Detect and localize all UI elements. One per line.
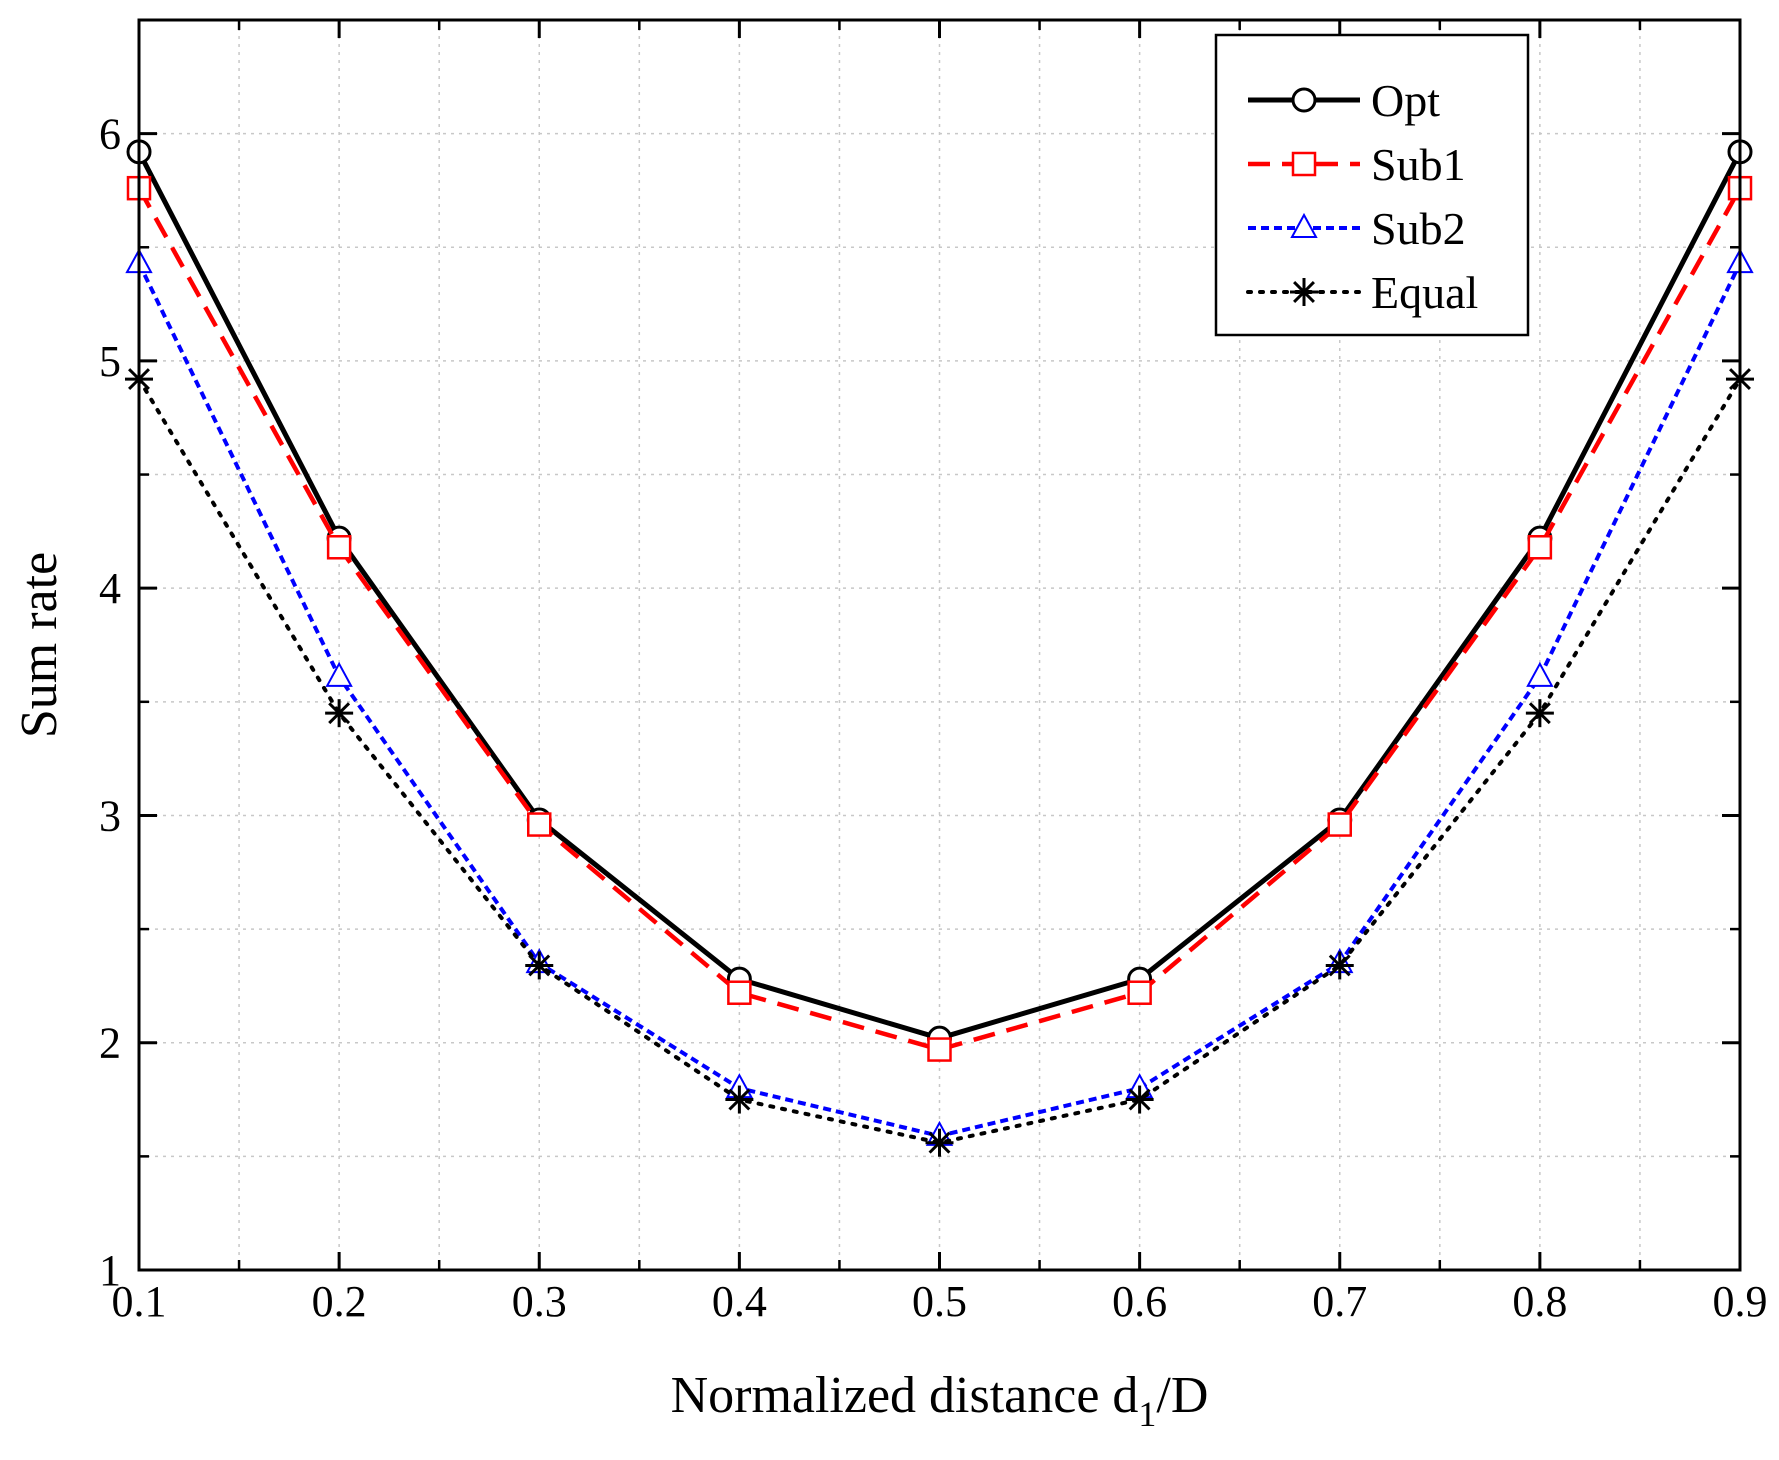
y-axis-title: Sum rate: [11, 552, 68, 738]
x-tick-label: 0.9: [1713, 1277, 1768, 1326]
x-tick-label: 0.2: [312, 1277, 367, 1326]
data-point-sub1: [927, 1037, 952, 1062]
legend-label: Sub2: [1371, 203, 1466, 254]
legend-item-sub2: Sub2: [1248, 203, 1466, 254]
data-point-sub2: [1526, 661, 1554, 687]
legend-marker: [1290, 212, 1318, 238]
series-sub1: [126, 175, 1753, 1062]
x-axis-title: Normalized distance d1/D: [671, 1367, 1209, 1434]
y-tick-label: 6: [99, 110, 121, 159]
legend-item-opt: Opt: [1248, 75, 1440, 126]
data-point-sub1: [1127, 980, 1152, 1005]
legend: Opt Sub1 Sub2 Equal: [1214, 33, 1530, 337]
legend-label: Equal: [1371, 267, 1478, 318]
x-axis-title-main: Normalized distance d: [671, 1367, 1139, 1424]
legend-item-equal: Equal: [1246, 267, 1478, 318]
y-tick-label: 4: [99, 564, 121, 613]
x-tick-label: 0.5: [912, 1277, 967, 1326]
data-point-equal: [525, 951, 554, 980]
data-point-sub1: [1527, 535, 1553, 560]
data-point-sub1: [326, 535, 352, 560]
y-tick-label: 3: [99, 791, 121, 840]
series-line-sub1: [137, 187, 1742, 1052]
legend-item-sub1: Sub1: [1248, 139, 1466, 190]
data-point-sub1: [1327, 812, 1352, 837]
data-point-equal: [1525, 699, 1554, 728]
legend-marker: [1291, 87, 1317, 113]
x-axis-title-suffix: /D: [1156, 1367, 1208, 1424]
legend-marker: [1290, 278, 1318, 306]
data-point-equal: [325, 699, 354, 728]
series-sub2: [125, 248, 1754, 1146]
y-tick-label: 2: [99, 1019, 121, 1068]
x-tick-label: 0.3: [512, 1277, 567, 1326]
x-tick-label: 0.1: [112, 1277, 167, 1326]
y-tick-label: 1: [99, 1246, 121, 1295]
x-tick-label: 0.7: [1312, 1277, 1367, 1326]
data-point-sub2: [325, 661, 353, 687]
data-point-equal: [1125, 1085, 1154, 1114]
data-point-sub1: [727, 980, 752, 1005]
x-tick-label: 0.6: [1112, 1277, 1167, 1326]
series-line-equal: [137, 377, 1742, 1145]
data-point-equal: [925, 1128, 954, 1157]
data-point-equal: [725, 1085, 754, 1114]
x-tick-label: 0.8: [1512, 1277, 1567, 1326]
data-point-sub1: [527, 812, 552, 837]
axis-ticks: 0.1 0.2 0.3 0.4 0.5 0.6 0.7 0.8 0.9 1 2 3 4 5 6: [99, 18, 1768, 1326]
x-tick-label: 0.4: [712, 1277, 767, 1326]
plot-series: [125, 139, 1754, 1157]
x-axis-title-subscript: 1: [1138, 1394, 1156, 1434]
data-point-equal: [1325, 951, 1354, 980]
y-tick-label: 5: [99, 337, 121, 386]
legend-label: Sub1: [1371, 139, 1466, 190]
legend-marker: [1291, 151, 1317, 177]
legend-label: Opt: [1371, 75, 1440, 126]
legend-box: [1214, 33, 1530, 337]
